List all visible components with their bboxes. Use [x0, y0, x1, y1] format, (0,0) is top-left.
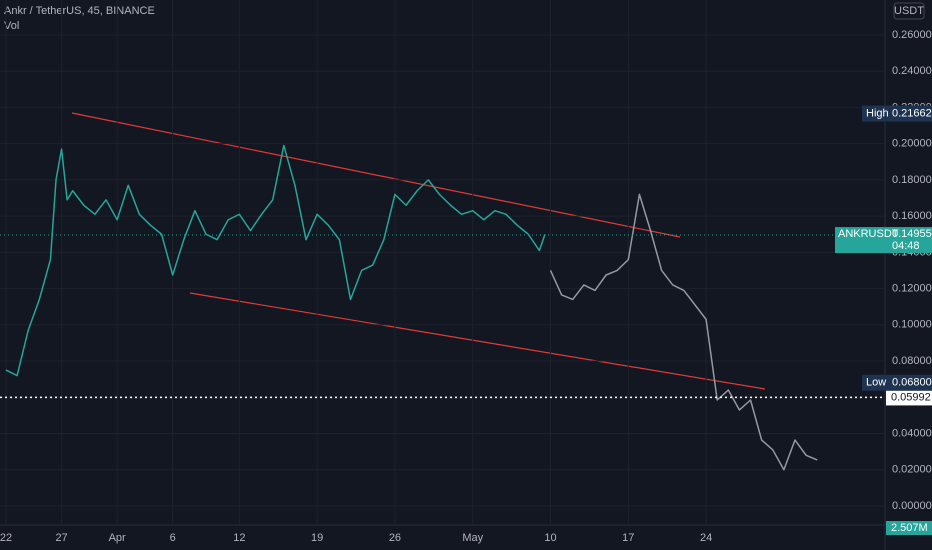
chart-title: Ankr / TetherUS, 45, BINANCE [4, 5, 155, 17]
x-tick-label: 6 [170, 532, 176, 544]
x-tick-label: 17 [622, 532, 634, 544]
price-line [549, 193, 818, 471]
price-line [5, 144, 546, 377]
currency[interactable]: USDT [894, 5, 924, 17]
x-tick-label: 26 [389, 532, 401, 544]
volume-label: Vol [4, 20, 19, 32]
currency-button[interactable] [893, 2, 925, 20]
y-tick-label: 0.04000 [892, 427, 932, 439]
last-price: 0.14955 [892, 228, 932, 240]
high-label: High [866, 107, 889, 119]
x-tick-label: 19 [311, 532, 323, 544]
price-line-label: 0.05992 [891, 391, 931, 403]
countdown: 04:48 [892, 240, 920, 252]
volume-last: 2.507M [891, 522, 928, 534]
x-tick-label: 22 [0, 532, 12, 544]
low-label: Low [866, 377, 886, 389]
price-line-tag [886, 389, 932, 406]
x-tick-label: 10 [544, 532, 556, 544]
y-tick-label: 0.16000 [892, 210, 932, 222]
x-tick-label: May [462, 532, 483, 544]
low-value: 0.06800 [892, 377, 932, 389]
trend-line [189, 292, 766, 390]
x-tick-label: 27 [55, 532, 67, 544]
y-tick-label: 0.18000 [892, 174, 932, 186]
low-tag [862, 374, 932, 391]
y-tick-label: 0.10000 [892, 319, 932, 331]
y-tick-label: 0.24000 [892, 65, 932, 77]
x-tick-label: 12 [233, 532, 245, 544]
y-tick-label: 0.12000 [892, 282, 932, 294]
y-tick-label: 0.26000 [892, 29, 932, 41]
x-tick-label: 24 [700, 532, 712, 544]
last-price-tag [835, 227, 932, 254]
y-tick-label: 0.00000 [892, 500, 932, 512]
x-tick-label: Apr [109, 532, 126, 544]
y-tick-label: 0.20000 [892, 138, 932, 150]
y-tick-label: 0.02000 [892, 464, 932, 476]
y-tick-label: 0.08000 [892, 355, 932, 367]
high-value: 0.21662 [892, 107, 932, 119]
volume-tag [886, 521, 932, 535]
symbol: ANKRUSDT [838, 228, 899, 240]
high-tag [862, 105, 932, 122]
